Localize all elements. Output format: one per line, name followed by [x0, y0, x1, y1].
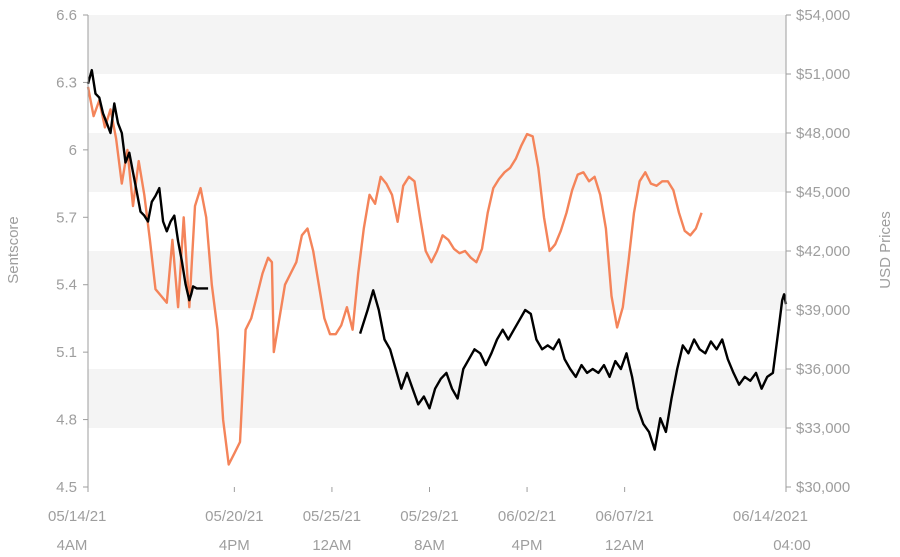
x-tick-time: 04:00: [773, 537, 811, 554]
x-tick-date: 06/14/2021: [733, 508, 808, 525]
left-tick-label: 6.6: [56, 7, 77, 24]
x-tick-time: 4PM: [512, 537, 543, 554]
right-axis-ticks: $30,000 $33,000 $36,000 $39,000 $42,000 $45,0…: [786, 7, 850, 496]
left-tick-label: 5.1: [56, 344, 77, 361]
grid-band: [88, 133, 786, 192]
x-tick-time: 4PM: [219, 537, 250, 554]
grid-band: [88, 15, 786, 74]
series-lines: [86, 68, 788, 466]
x-tick-date: 05/20/21: [205, 508, 263, 525]
right-tick-label: $48,000: [796, 125, 850, 142]
right-tick-label: $30,000: [796, 479, 850, 496]
right-tick-label: $51,000: [796, 66, 850, 83]
right-tick-label: $45,000: [796, 184, 850, 201]
x-tick-time: 12AM: [312, 537, 351, 554]
price-line-segment-1: [358, 289, 788, 451]
left-axis-ticks: 4.5 4.8 5.1 5.4 5.7 6 6.3 6.6: [56, 7, 88, 496]
right-tick-label: $33,000: [796, 420, 850, 437]
left-tick-label: 6: [69, 142, 77, 159]
x-axis-ticks: 05/14/21 4AM 05/20/21 4PM 05/25/21 12AM 05/29/…: [48, 487, 811, 554]
x-tick-date: 05/25/21: [303, 508, 361, 525]
x-tick-time: 12AM: [605, 537, 644, 554]
right-axis-title: USD Prices: [877, 211, 894, 289]
x-tick-date: 06/02/21: [498, 508, 556, 525]
right-tick-label: $42,000: [796, 243, 850, 260]
left-tick-label: 5.4: [56, 277, 77, 294]
x-tick-time: 4AM: [57, 537, 88, 554]
x-tick-date: 06/07/21: [595, 508, 653, 525]
x-tick-time: 8AM: [414, 537, 445, 554]
right-tick-label: $54,000: [796, 7, 850, 24]
grid-band: [88, 251, 786, 310]
x-tick-date: 05/29/21: [400, 508, 458, 525]
left-axis-title: Sentscore: [5, 216, 22, 284]
right-tick-label: $39,000: [796, 302, 850, 319]
left-tick-label: 4.5: [56, 479, 77, 496]
left-tick-label: 5.7: [56, 209, 77, 226]
grid-band: [88, 369, 786, 428]
price-line-segment-0: [86, 68, 209, 302]
x-tick-date: 05/14/21: [48, 508, 106, 525]
grid-bands: [88, 15, 786, 428]
left-tick-label: 6.3: [56, 74, 77, 91]
sentscore-line-segment-0: [86, 86, 703, 466]
right-tick-label: $36,000: [796, 361, 850, 378]
left-tick-label: 4.8: [56, 412, 77, 429]
